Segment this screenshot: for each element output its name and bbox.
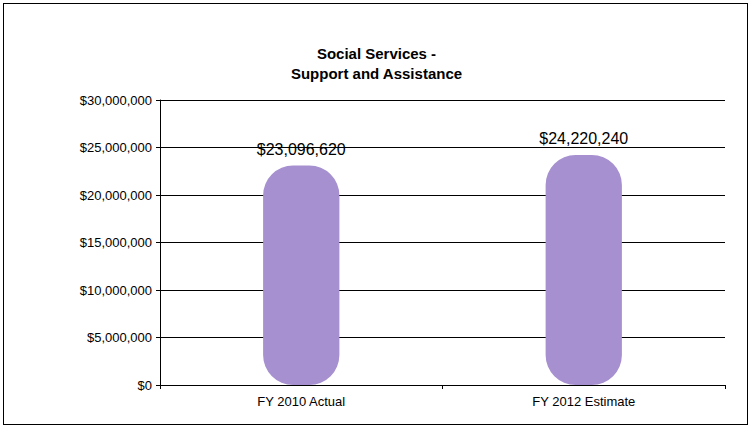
svg-text:Social Services -: Social Services - [317,45,436,62]
svg-text:$23,096,620: $23,096,620 [257,141,346,158]
svg-text:FY 2012 Estimate: FY 2012 Estimate [532,394,635,409]
svg-text:$0: $0 [138,378,152,393]
svg-text:Support and Assistance: Support and Assistance [291,65,462,82]
svg-text:$10,000,000: $10,000,000 [80,283,152,298]
svg-text:$5,000,000: $5,000,000 [87,330,152,345]
svg-text:FY 2010 Actual: FY 2010 Actual [257,394,345,409]
svg-text:$25,000,000: $25,000,000 [80,140,152,155]
svg-text:$30,000,000: $30,000,000 [80,93,152,108]
svg-text:$20,000,000: $20,000,000 [80,188,152,203]
svg-text:$24,220,240: $24,220,240 [539,130,628,147]
svg-text:$15,000,000: $15,000,000 [80,235,152,250]
